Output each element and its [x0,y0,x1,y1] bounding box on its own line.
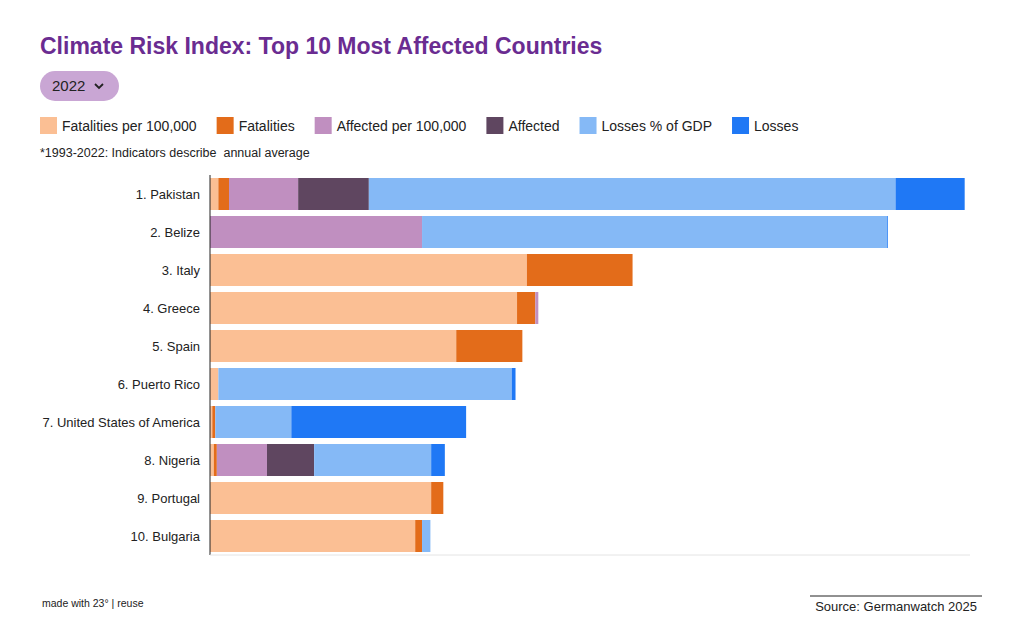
bar-segment [218,178,229,210]
bar-segment [210,254,527,286]
bar-segment [887,216,889,248]
legend-item: Affected per 100,000 [315,117,467,134]
legend-item: Losses % of GDP [580,117,713,134]
bars [210,178,965,552]
bar-segment [431,444,445,476]
bar-segment [522,330,523,362]
category-label: 1. Pakistan [136,187,200,202]
bar-segment [210,178,218,210]
legend-swatch [315,117,332,134]
x-range-line [210,555,970,556]
bar-segment [314,444,431,476]
legend-label: Losses [754,118,798,134]
bar-segment [535,292,538,324]
bar-segment [210,292,517,324]
bar-segment [632,254,633,286]
bar-segment [210,482,431,514]
bar-segment [415,520,422,552]
bar-segment [422,520,430,552]
legend-label: Affected [508,118,559,134]
category-label: 2. Belize [150,225,200,240]
chart: Climate Risk Index: Top 10 Most Affected… [0,0,1028,623]
bar-segment [422,216,887,248]
legend-label: Fatalities [239,118,295,134]
category-label: 7. United States of America [42,415,200,430]
bar-segment [431,482,443,514]
bar-segment [443,482,444,514]
bar-segment [538,292,539,324]
bar-segment [298,178,369,210]
bar-segment [210,520,415,552]
bar-segment [632,254,633,286]
dropdown-chevron [95,84,103,88]
source-rule [810,596,982,597]
axis-line [210,175,211,555]
footer: made with 23° | reuse [42,597,144,609]
legend-label: Losses % of GDP [602,118,713,134]
bar-segment [214,444,217,476]
legend-label: Affected per 100,000 [337,118,467,134]
bar-segment [212,406,215,438]
legend-item: Affected [486,117,559,134]
bar-segment [210,330,456,362]
category-label: 8. Nigeria [144,453,200,468]
legend-item: Losses [732,117,798,134]
source: Source: Germanwatch 2025 [815,599,977,614]
legend-item: Fatalities [217,117,295,134]
bar-segment [512,368,516,400]
bar-segment [430,520,431,552]
bar-segment [443,482,444,514]
bar-segment [456,330,522,362]
bar-segment [538,292,539,324]
bar-segment [896,178,965,210]
legend-swatch [732,117,749,134]
bar-segment [522,330,523,362]
category-label: 4. Greece [143,301,200,316]
bar-segment [217,444,267,476]
legend-swatch [486,117,503,134]
legend-label: Fatalities per 100,000 [62,118,197,134]
bar-segment [522,330,523,362]
bar-segment [210,216,422,248]
dropdown-pill[interactable] [40,71,119,101]
note: *1993-2022: Indicators describe annual a… [40,146,310,160]
dropdown-label[interactable]: 2022 [52,77,85,94]
bar-segment [215,406,291,438]
category-label: 6. Puerto Rico [118,377,200,392]
bar-segment [527,254,633,286]
bar-segment [369,178,896,210]
bar-segment [522,330,523,362]
legend-item: Fatalities per 100,000 [40,117,197,134]
bar-segment [632,254,633,286]
bar-segment [443,482,444,514]
bar-segment [291,406,466,438]
legend-swatch [580,117,597,134]
bar-segment [267,444,314,476]
category-label: 9. Portugal [137,491,200,506]
bar-segment [538,292,539,324]
category-label: 10. Bulgaria [131,529,201,544]
bar-segment [229,178,298,210]
bar-segment [632,254,633,286]
bar-segment [218,368,511,400]
bar-segment [443,482,444,514]
category-label: 5. Spain [152,339,200,354]
category-label: 3. Italy [162,263,201,278]
legend-swatch [40,117,57,134]
title: Climate Risk Index: Top 10 Most Affected… [40,33,602,59]
bar-segment [210,368,218,400]
legend-swatch [217,117,234,134]
bar-segment [517,292,535,324]
bar-segment [210,444,214,476]
